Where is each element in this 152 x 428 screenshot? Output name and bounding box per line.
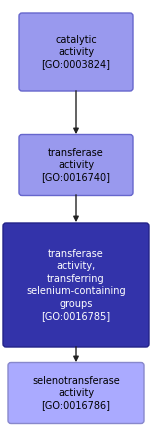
FancyBboxPatch shape (19, 13, 133, 91)
FancyBboxPatch shape (3, 223, 149, 347)
Text: transferase
activity
[GO:0016740]: transferase activity [GO:0016740] (41, 148, 111, 182)
Text: selenotransferase
activity
[GO:0016786]: selenotransferase activity [GO:0016786] (32, 376, 120, 410)
Text: transferase
activity,
transferring
selenium-containing
groups
[GO:0016785]: transferase activity, transferring selen… (26, 249, 126, 321)
FancyBboxPatch shape (8, 363, 144, 423)
Text: catalytic
activity
[GO:0003824]: catalytic activity [GO:0003824] (41, 35, 111, 69)
FancyBboxPatch shape (19, 134, 133, 196)
